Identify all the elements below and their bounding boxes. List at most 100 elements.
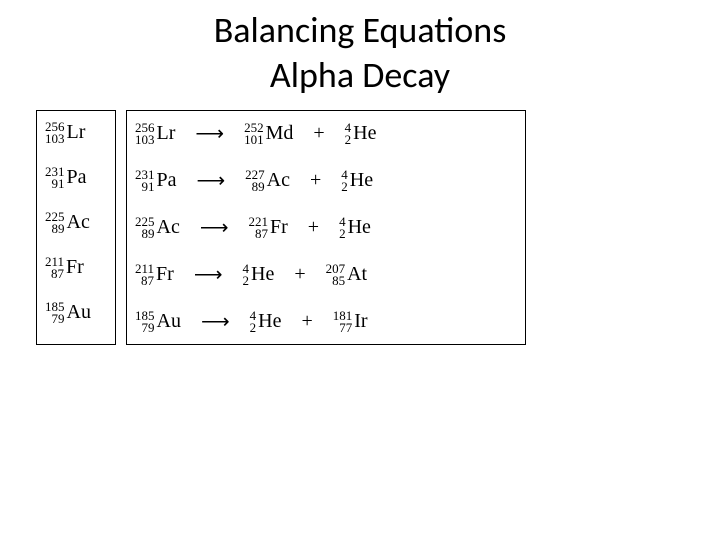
equation-product-1: 4 2 He (243, 263, 275, 286)
element-symbol: He (348, 216, 371, 239)
plus-sign: + (294, 263, 305, 286)
arrow-icon: ⟶ (200, 215, 229, 240)
isotope-numbers: 4 2 (345, 122, 352, 144)
reactant-isotope: 185 79 Au (45, 301, 107, 324)
equation-product-2: 4 2 He (339, 216, 371, 239)
isotope-numbers: 225 89 (45, 211, 65, 233)
element-symbol: Md (266, 122, 294, 145)
isotope-numbers: 221 87 (249, 216, 269, 238)
reactant-isotope: 256 103 Lr (45, 121, 107, 144)
atomic-number: 87 (45, 268, 64, 279)
isotope-numbers: 4 2 (243, 263, 250, 285)
element-symbol: He (258, 310, 281, 333)
element-symbol: Pa (67, 166, 87, 189)
equation-reactant: 256 103 Lr (135, 122, 175, 145)
equation-product-2: 4 2 He (341, 169, 373, 192)
equation-product-2: 4 2 He (345, 122, 377, 145)
element-symbol: Lr (157, 122, 176, 145)
element-symbol: Au (157, 310, 181, 333)
atomic-number: 103 (45, 133, 65, 144)
isotope-numbers: 4 2 (339, 216, 346, 238)
atomic-number: 2 (345, 134, 352, 145)
reactant-isotope: 211 87 Fr (45, 256, 107, 279)
atomic-number: 77 (333, 322, 353, 333)
isotope-numbers: 4 2 (341, 169, 348, 191)
plus-sign: + (308, 216, 319, 239)
atomic-number: 89 (135, 228, 155, 239)
atomic-number: 85 (326, 275, 346, 286)
atomic-number: 2 (243, 275, 250, 286)
equation-row: 225 89 Ac ⟶ 221 87 Fr + 4 2 He (135, 215, 517, 240)
reactant-isotope: 231 91 Pa (45, 166, 107, 189)
element-symbol: He (350, 169, 373, 192)
element-symbol: Lr (67, 121, 86, 144)
isotope-numbers: 181 77 (333, 310, 353, 332)
isotope-numbers: 207 85 (326, 263, 346, 285)
atomic-number: 91 (135, 181, 155, 192)
equation-reactant: 231 91 Pa (135, 169, 177, 192)
isotope-numbers: 211 87 (45, 256, 64, 278)
element-symbol: Ac (157, 216, 180, 239)
element-symbol: Au (67, 301, 91, 324)
element-symbol: He (251, 263, 274, 286)
isotope-numbers: 256 103 (135, 122, 155, 144)
title-line-2: Alpha Decay (270, 53, 450, 97)
equations-box: 256 103 Lr ⟶ 252 101 Md + 4 2 He (126, 110, 526, 345)
atomic-number: 87 (135, 275, 154, 286)
equation-reactant: 225 89 Ac (135, 216, 180, 239)
title-line-1: Balancing Equations (214, 8, 507, 52)
equation-product-1: 4 2 He (250, 310, 282, 333)
isotope-numbers: 227 89 (245, 169, 265, 191)
element-symbol: Ac (67, 211, 90, 234)
isotope-numbers: 185 79 (135, 310, 155, 332)
element-symbol: At (347, 263, 367, 286)
plus-sign: + (301, 310, 312, 333)
element-symbol: Fr (156, 263, 174, 286)
element-symbol: Ir (354, 310, 367, 333)
arrow-icon: ⟶ (201, 309, 230, 334)
isotope-numbers: 4 2 (250, 310, 257, 332)
equation-product-1: 221 87 Fr (249, 216, 288, 239)
isotope-numbers: 211 87 (135, 263, 154, 285)
element-symbol: Pa (157, 169, 177, 192)
isotope-numbers: 225 89 (135, 216, 155, 238)
equation-row: 231 91 Pa ⟶ 227 89 Ac + 4 2 He (135, 168, 517, 193)
atomic-number: 89 (45, 223, 65, 234)
isotope-numbers: 185 79 (45, 301, 65, 323)
atomic-number: 79 (135, 322, 155, 333)
reactant-isotope: 225 89 Ac (45, 211, 107, 234)
element-symbol: Ac (267, 169, 290, 192)
arrow-icon: ⟶ (195, 121, 224, 146)
equation-reactant: 211 87 Fr (135, 263, 174, 286)
page-title: Balancing Equations Alpha Decay (0, 0, 720, 98)
equation-product-2: 207 85 At (326, 263, 368, 286)
element-symbol: He (353, 122, 376, 145)
atomic-number: 2 (339, 228, 346, 239)
atomic-number: 2 (341, 181, 348, 192)
equation-reactant: 185 79 Au (135, 310, 181, 333)
equation-product-1: 252 101 Md (244, 122, 293, 145)
equation-row: 185 79 Au ⟶ 4 2 He + 181 77 Ir (135, 309, 517, 334)
atomic-number: 91 (45, 178, 65, 189)
equations-container: 256 103 Lr 231 91 Pa 225 89 Ac 211 87 Fr (36, 110, 526, 345)
arrow-icon: ⟶ (194, 262, 223, 287)
isotope-numbers: 231 91 (135, 169, 155, 191)
equation-product-1: 227 89 Ac (245, 169, 290, 192)
isotope-numbers: 252 101 (244, 122, 264, 144)
element-symbol: Fr (270, 216, 288, 239)
arrow-icon: ⟶ (197, 168, 226, 193)
plus-sign: + (310, 169, 321, 192)
atomic-number: 101 (244, 134, 264, 145)
atomic-number: 87 (249, 228, 269, 239)
isotope-numbers: 256 103 (45, 121, 65, 143)
equation-row: 256 103 Lr ⟶ 252 101 Md + 4 2 He (135, 121, 517, 146)
equation-product-2: 181 77 Ir (333, 310, 368, 333)
element-symbol: Fr (66, 256, 84, 279)
atomic-number: 89 (245, 181, 265, 192)
atomic-number: 79 (45, 313, 65, 324)
atomic-number: 103 (135, 134, 155, 145)
isotope-numbers: 231 91 (45, 166, 65, 188)
equation-row: 211 87 Fr ⟶ 4 2 He + 207 85 At (135, 262, 517, 287)
plus-sign: + (313, 122, 324, 145)
reactants-box: 256 103 Lr 231 91 Pa 225 89 Ac 211 87 Fr (36, 110, 116, 345)
